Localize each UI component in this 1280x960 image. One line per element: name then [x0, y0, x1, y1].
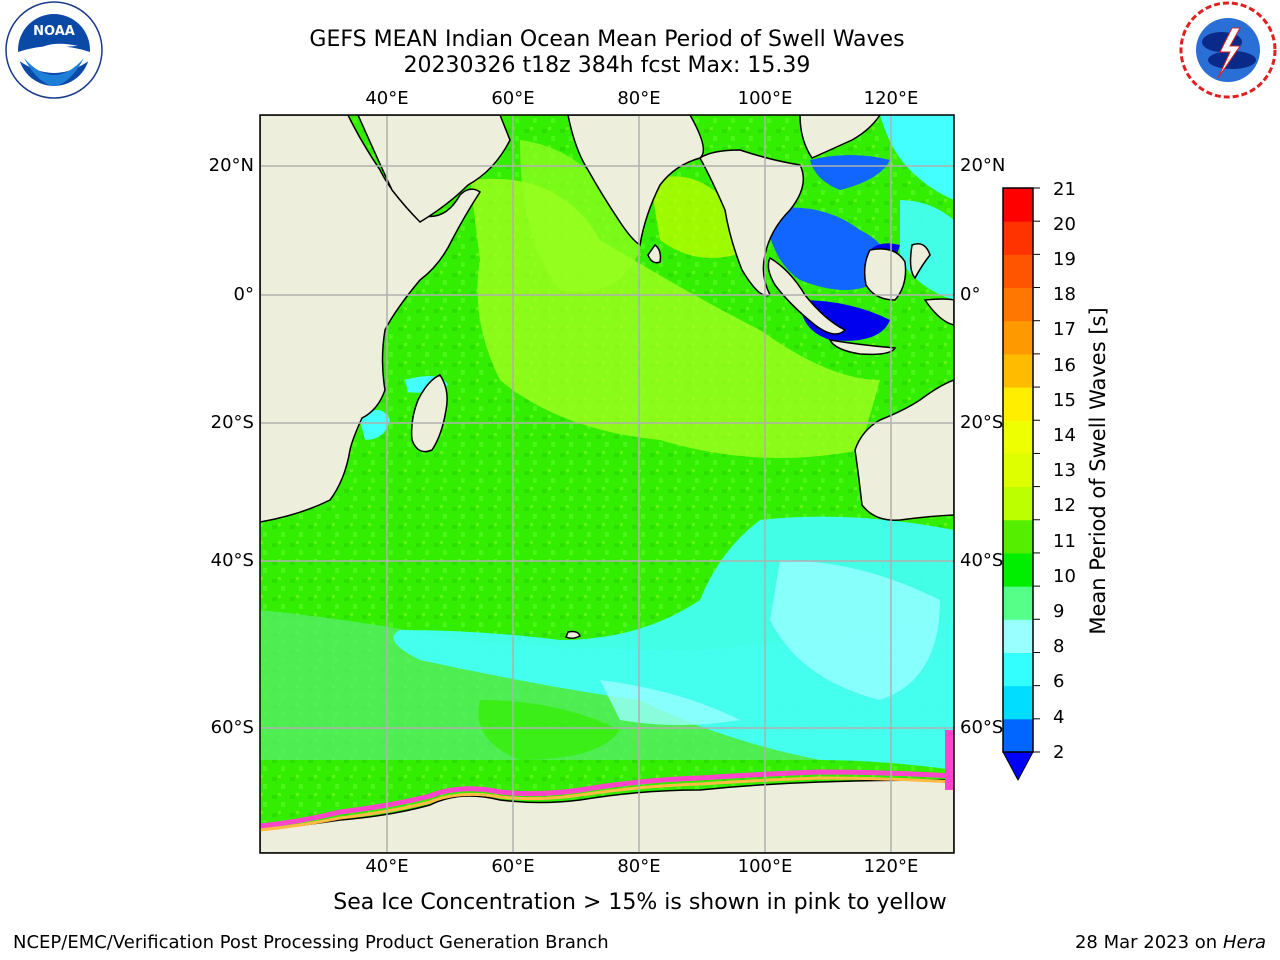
lon-tick-top-100e: 100°E [737, 88, 793, 109]
colorbar-cell [1003, 453, 1033, 488]
colorbar-cell [1003, 718, 1033, 753]
map-title: GEFS MEAN Indian Ocean Mean Period of Sw… [309, 27, 905, 52]
colorbar-label-17: 17 [1053, 319, 1076, 340]
colorbar-label-9: 9 [1053, 601, 1065, 622]
lon-tick-bottom-60e: 60°E [491, 856, 535, 877]
colorbar-title: Mean Period of Swell Waves [s] [1086, 307, 1110, 635]
run-date-credit: 28 Mar 2023 on Hera [1075, 932, 1266, 954]
producer-credit: NCEP/EMC/Verification Post Processing Pr… [13, 932, 609, 953]
lat-tick-right-60s: 60°S [960, 717, 1004, 738]
svg-text:NOAA: NOAA [33, 24, 75, 39]
colorbar-frame [1002, 187, 1034, 753]
colorbar-label-18: 18 [1053, 284, 1076, 305]
lat-tick-right-20s: 20°S [960, 412, 1004, 433]
colorbar-label-12: 12 [1053, 495, 1076, 516]
run-machine: Hera [1222, 932, 1266, 953]
lat-tick-left-60s: 60°S [210, 717, 254, 738]
lon-tick-bottom-120e: 120°E [863, 856, 919, 877]
colorbar-cell [1003, 353, 1033, 388]
colorbar-label-21: 21 [1053, 179, 1076, 200]
map-frame [259, 114, 955, 854]
colorbar-cell [1003, 221, 1033, 255]
colorbar-cell [1003, 188, 1033, 222]
colorbar-cell [1003, 519, 1033, 554]
colorbar-label-11: 11 [1053, 531, 1076, 552]
map-subtitle: 20230326 t18z 384h fcst Max: 15.39 [403, 53, 811, 78]
lat-tick-right-40s: 40°S [960, 550, 1004, 571]
colorbar-cell [1003, 619, 1033, 653]
lat-tick-right-20n: 20°N [960, 155, 1006, 176]
colorbar-label-10: 10 [1053, 566, 1076, 587]
colorbar-label-14: 14 [1053, 425, 1076, 446]
ocean-blue-region [765, 207, 887, 290]
run-date: 28 Mar 2023 on [1074, 932, 1218, 953]
gridlines [260, 115, 954, 853]
colorbar-label-2: 2 [1053, 742, 1065, 763]
national-weather-service-logo [1179, 1, 1277, 99]
lon-tick-bottom-40e: 40°E [365, 856, 409, 877]
colorbar-label-19: 19 [1053, 249, 1076, 270]
colorbar-cell [1003, 652, 1033, 687]
lon-tick-top-40e: 40°E [365, 88, 409, 109]
sea-ice-note: Sea Ice Concentration > 15% is shown in … [333, 890, 947, 915]
colorbar-cell [1003, 552, 1033, 587]
lat-tick-left-20n: 20°N [208, 155, 254, 176]
noaa-logo: NOAA [5, 1, 103, 99]
lon-tick-top-60e: 60°E [491, 88, 535, 109]
lon-tick-top-80e: 80°E [617, 88, 661, 109]
colorbar-cell [1003, 320, 1033, 355]
colorbar-cell [1003, 254, 1033, 289]
colorbar-label-20: 20 [1053, 214, 1076, 235]
colorbar-label-16: 16 [1053, 355, 1076, 376]
colorbar-cell [1003, 586, 1033, 620]
colorbar-cell [1003, 685, 1033, 720]
colorbar-label-13: 13 [1053, 460, 1076, 481]
colorbar-label-8: 8 [1053, 636, 1065, 657]
colorbar-cell [1003, 387, 1033, 421]
lat-tick-right-0: 0° [960, 284, 981, 305]
colorbar-extend-arrow [1002, 751, 1034, 782]
colorbar-label-4: 4 [1053, 707, 1065, 728]
colorbar-cell [1003, 420, 1033, 454]
lat-tick-left-0: 0° [233, 284, 254, 305]
lat-tick-left-40s: 40°S [210, 550, 254, 571]
colorbar-cell [1003, 486, 1033, 521]
colorbar-label-15: 15 [1053, 390, 1076, 411]
land [260, 115, 954, 853]
lon-tick-bottom-80e: 80°E [617, 856, 661, 877]
lon-tick-top-120e: 120°E [863, 88, 919, 109]
colorbar-label-6: 6 [1053, 671, 1065, 692]
colorbar-cell [1003, 287, 1033, 322]
lat-tick-left-20s: 20°S [210, 412, 254, 433]
lon-tick-bottom-100e: 100°E [737, 856, 793, 877]
sea-ice-edge [260, 769, 954, 829]
